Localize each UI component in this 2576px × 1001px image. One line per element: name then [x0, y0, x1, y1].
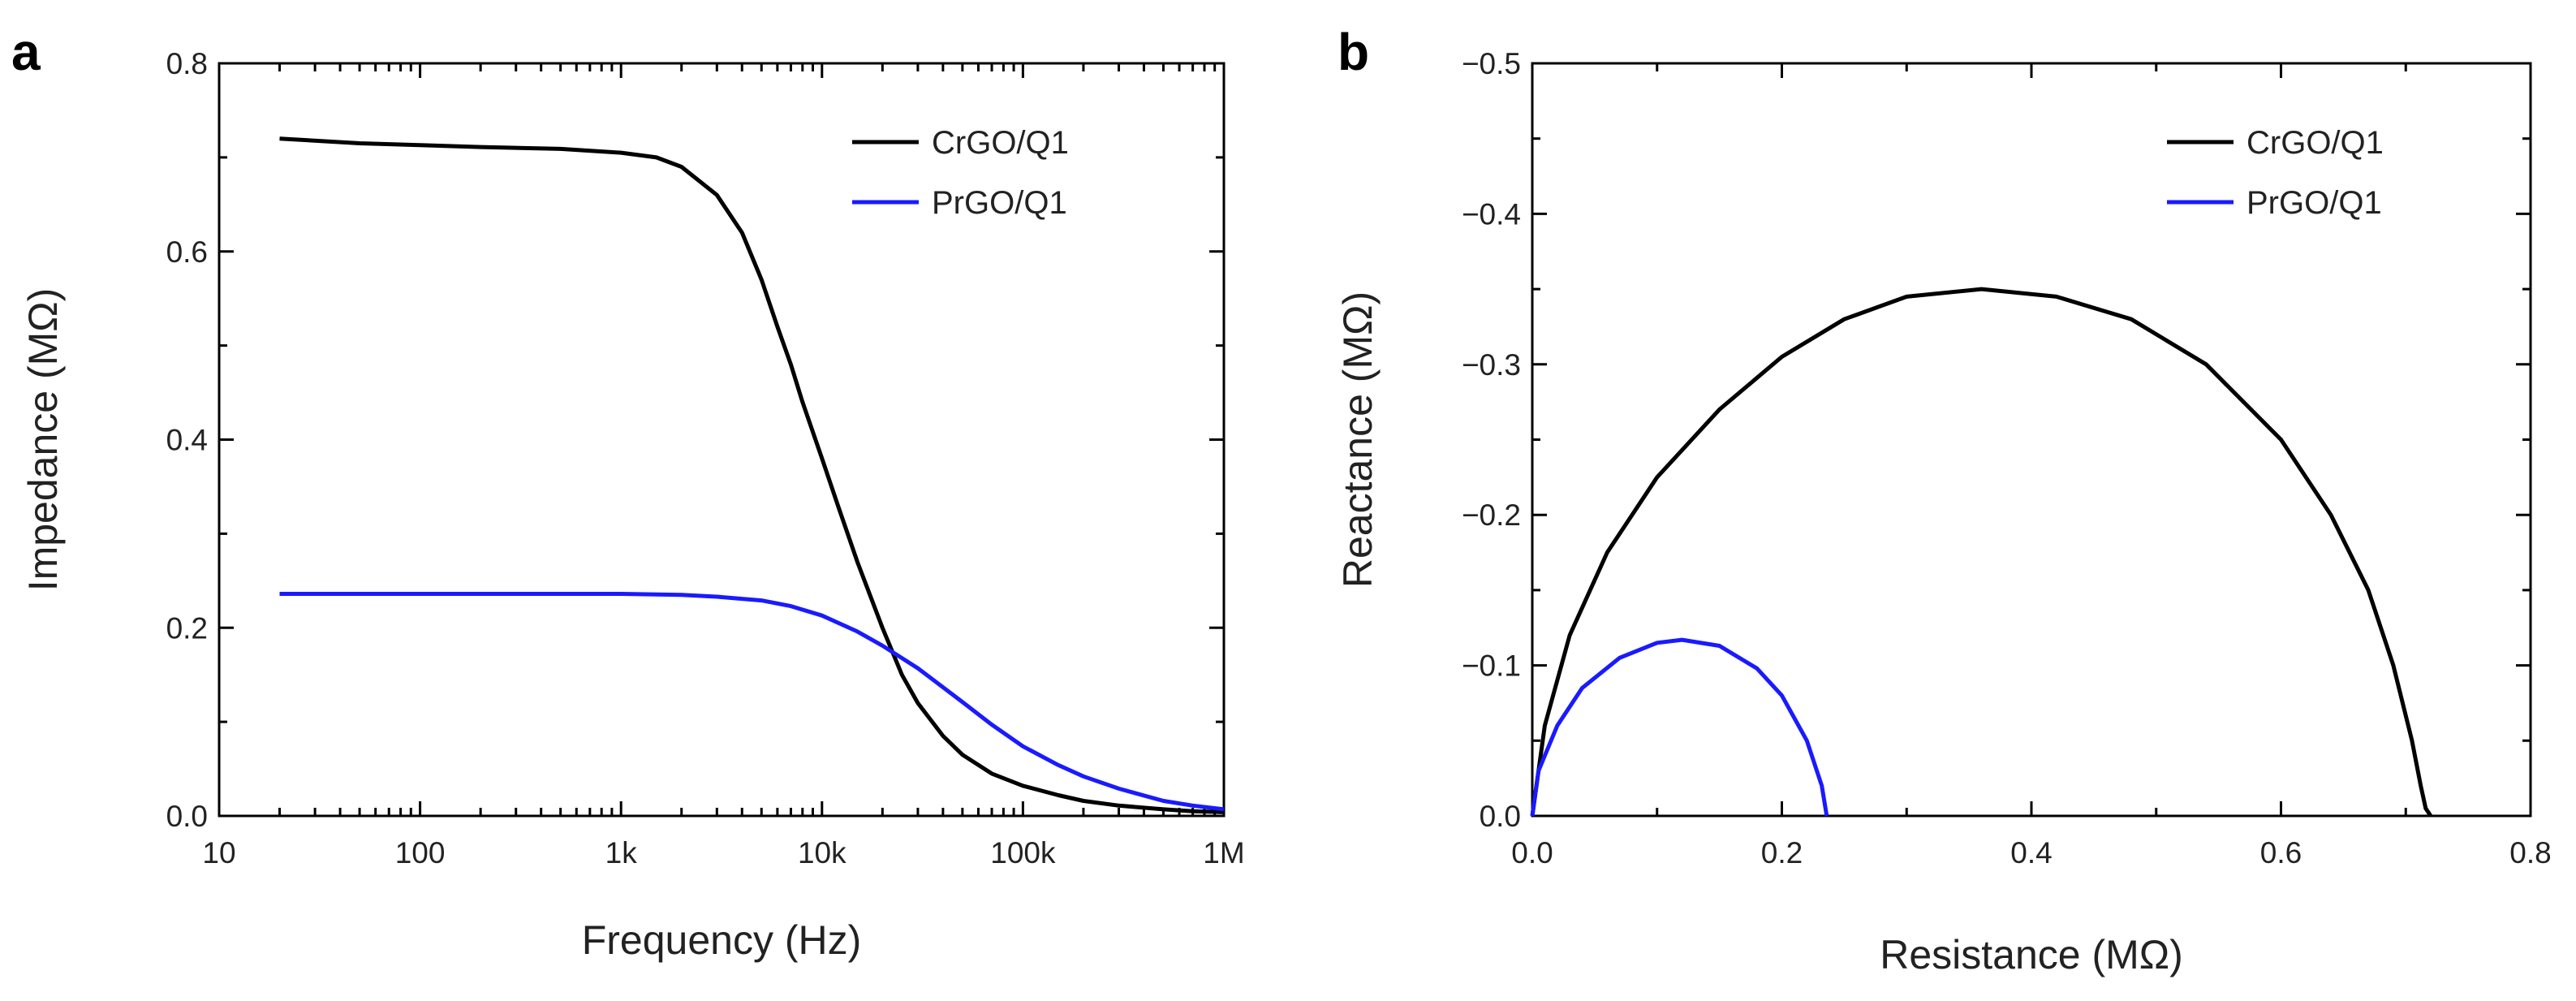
- y-tick-label: −0.3: [1462, 348, 1521, 382]
- y-axis-title: Reactance (MΩ): [1335, 291, 1381, 588]
- x-tick-label: 1M: [1203, 836, 1244, 869]
- y-tick-label: −0.1: [1462, 649, 1521, 683]
- y-tick-label: 0.0: [166, 800, 208, 833]
- x-tick-label: 10: [202, 836, 235, 869]
- y-tick-label: 0.6: [166, 235, 208, 269]
- x-tick-label: 100k: [990, 836, 1056, 869]
- x-axis-title: Resistance (MΩ): [1880, 932, 2183, 977]
- y-tick-label: 0.4: [166, 424, 208, 457]
- plot-frame: [1531, 62, 2532, 818]
- panel-a-impedance-chart: 10 100 1k 10k 100k 1M 0.0 0.2 0.4 0.6 0.8 Frequency…: [20, 47, 1245, 963]
- x-tick-label: 0.2: [1761, 836, 1803, 869]
- series-line-prgo-q1: [1530, 637, 1829, 817]
- panel-b-nyquist-chart: 0.0 0.2 0.4 0.6 0.8 0.0 −0.1 −0.2 −0.3 −0.4 −0.5 Re…: [1335, 47, 2552, 977]
- x-tick-label: 100: [395, 836, 446, 869]
- series-line-crgo-q1: [279, 136, 1225, 814]
- y-tick-label: 0.2: [166, 611, 208, 645]
- panel-b-label: b: [1338, 23, 1369, 81]
- legend-label: PrGO/Q1: [932, 185, 1067, 221]
- legend-label: CrGO/Q1: [2246, 125, 2384, 161]
- x-tick-label: 0.8: [2509, 836, 2551, 869]
- plot-frame: [218, 62, 1226, 818]
- x-tick-label: 0.6: [2260, 836, 2302, 869]
- x-tick-label: 10k: [798, 836, 846, 869]
- y-tick-label: −0.2: [1462, 498, 1521, 532]
- x-tick-label: 0.4: [2010, 836, 2052, 869]
- y-tick-label: −0.5: [1462, 47, 1521, 80]
- panel-a-label: a: [11, 23, 41, 81]
- series-line-crgo-q1: [1530, 287, 2433, 818]
- x-tick-label: 0.0: [1511, 836, 1553, 869]
- y-axis-title: Impedance (MΩ): [20, 288, 66, 592]
- legend-label: CrGO/Q1: [932, 125, 1069, 161]
- y-tick-label: 0.8: [166, 47, 208, 80]
- y-tick-label: −0.4: [1462, 197, 1521, 231]
- series-line-prgo-q1: [279, 592, 1225, 812]
- legend-label: PrGO/Q1: [2246, 185, 2382, 221]
- y-tick-label: 0.0: [1480, 800, 1521, 833]
- x-tick-label: 1k: [605, 836, 638, 869]
- x-axis-title: Frequency (Hz): [582, 917, 862, 963]
